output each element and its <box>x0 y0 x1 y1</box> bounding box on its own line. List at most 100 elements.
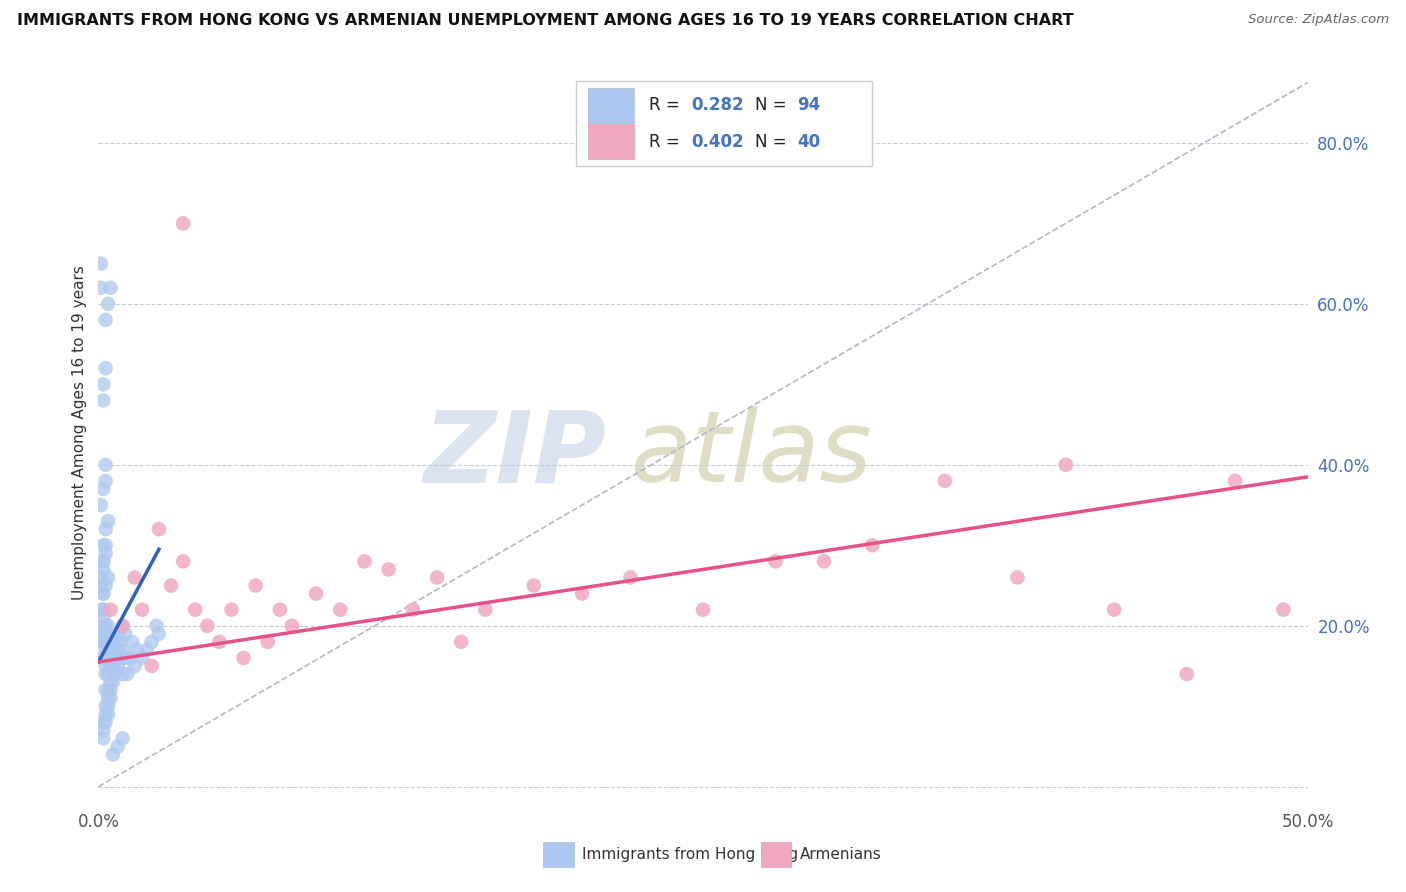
Point <box>111 731 134 746</box>
Point <box>91 602 114 616</box>
Text: IMMIGRANTS FROM HONG KONG VS ARMENIAN UNEMPLOYMENT AMONG AGES 16 TO 19 YEARS COR: IMMIGRANTS FROM HONG KONG VS ARMENIAN UN… <box>17 13 1074 29</box>
Point <box>131 602 153 616</box>
Point <box>1272 602 1295 616</box>
Text: ZIP: ZIP <box>423 407 606 503</box>
Point <box>221 602 243 616</box>
Point <box>100 659 122 673</box>
Point <box>91 554 114 568</box>
Point <box>184 602 207 616</box>
Point <box>127 643 149 657</box>
Point <box>124 570 146 584</box>
Point <box>100 281 122 295</box>
Point <box>94 578 117 592</box>
Point <box>94 683 117 698</box>
Point <box>100 683 122 698</box>
Point <box>108 635 131 649</box>
Point <box>101 659 124 673</box>
Point <box>450 635 472 649</box>
Point <box>91 602 114 616</box>
Point <box>195 619 218 633</box>
Point <box>111 667 134 681</box>
Point <box>141 635 163 649</box>
Point <box>90 257 112 271</box>
Text: Immigrants from Hong Kong: Immigrants from Hong Kong <box>582 847 799 863</box>
Text: N =: N = <box>755 133 792 151</box>
Point <box>97 651 120 665</box>
Text: 94: 94 <box>797 96 821 114</box>
Point <box>101 643 124 657</box>
Point <box>118 651 141 665</box>
Point <box>97 635 120 649</box>
Point <box>100 627 122 641</box>
Point <box>104 635 127 649</box>
Point <box>619 570 641 584</box>
Point <box>94 627 117 641</box>
Point <box>104 651 127 665</box>
Point <box>94 458 117 472</box>
Point <box>934 474 956 488</box>
Point <box>377 562 399 576</box>
Point <box>90 570 112 584</box>
Point <box>305 586 328 600</box>
Point <box>97 570 120 584</box>
Point <box>860 538 883 552</box>
Point <box>765 554 787 568</box>
Point <box>692 602 714 616</box>
Point <box>94 667 117 681</box>
Point <box>813 554 835 568</box>
Point <box>91 586 114 600</box>
Point <box>94 538 117 552</box>
Text: atlas: atlas <box>630 407 872 503</box>
Text: N =: N = <box>755 96 792 114</box>
Point <box>100 643 122 657</box>
Point <box>91 715 114 730</box>
Point <box>97 707 120 722</box>
Point <box>94 635 117 649</box>
Point <box>353 554 375 568</box>
Point <box>145 619 167 633</box>
Point <box>232 651 254 665</box>
Point <box>117 667 139 681</box>
Y-axis label: Unemployment Among Ages 16 to 19 years: Unemployment Among Ages 16 to 19 years <box>72 265 87 600</box>
Point <box>91 610 114 624</box>
Point <box>91 393 114 408</box>
Point <box>269 602 291 616</box>
Point <box>91 377 114 392</box>
Point <box>101 627 124 641</box>
Text: Armenians: Armenians <box>800 847 882 863</box>
Text: R =: R = <box>648 133 685 151</box>
Point <box>121 635 143 649</box>
Point <box>94 707 117 722</box>
Point <box>114 651 136 665</box>
Point <box>97 683 120 698</box>
Point <box>124 659 146 673</box>
Point <box>100 602 122 616</box>
Point <box>91 723 114 738</box>
Point <box>91 651 114 665</box>
Point <box>426 570 449 584</box>
Point <box>1102 602 1125 616</box>
Point <box>111 619 134 633</box>
Point <box>91 538 114 552</box>
Point <box>94 643 117 657</box>
Text: R =: R = <box>648 96 685 114</box>
Point <box>90 578 112 592</box>
Point <box>97 667 120 681</box>
Point <box>90 281 112 295</box>
Point <box>208 635 231 649</box>
Point <box>329 602 352 616</box>
Point <box>91 554 114 568</box>
Point <box>172 216 194 230</box>
FancyBboxPatch shape <box>588 87 634 123</box>
Point <box>281 619 304 633</box>
Point <box>141 659 163 673</box>
Point <box>91 619 114 633</box>
Point <box>97 619 120 633</box>
Point <box>91 562 114 576</box>
Point <box>90 635 112 649</box>
Point <box>94 619 117 633</box>
Point <box>1007 570 1029 584</box>
Point <box>104 667 127 681</box>
Point <box>100 691 122 706</box>
Point <box>172 554 194 568</box>
